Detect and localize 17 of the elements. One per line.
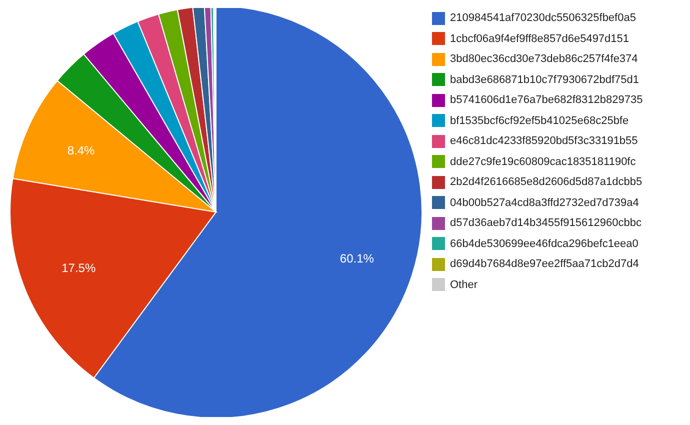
legend-label: 210984541af70230dc5506325fbef0a5 bbox=[450, 11, 636, 26]
legend-label: 1cbcf06a9f4ef9ff8e857d6e5497d151 bbox=[450, 32, 630, 46]
data-label: 60.1% bbox=[340, 251, 374, 266]
legend-label: 66b4de530699ee46fdca296befc1eea0 bbox=[450, 236, 638, 252]
legend-label: dde27c9fe19c60809cac1835181190fc bbox=[450, 154, 636, 170]
legend-label: bf1535bcf6cf92ef5b41025e68c25bfe bbox=[450, 114, 629, 128]
legend-label: d69d4b7684d8e97ee2ff5aa71cb2d7d4 bbox=[450, 257, 639, 272]
legend-label: Other bbox=[450, 278, 478, 292]
legend-label: d57d36aeb7d14b3455f915612960cbbc bbox=[450, 216, 642, 231]
legend-label: e46c81dc4233f85920bd5f3c33191b55 bbox=[450, 134, 638, 149]
data-label: 8.4% bbox=[67, 144, 96, 158]
legend-label: 04b00b527a4cd8a3ffd2732ed7d739a4 bbox=[450, 196, 639, 210]
legend-label: b5741606d1e76a7be682f8312b829735 bbox=[450, 93, 643, 108]
legend-label: babd3e686871b10c7f7930672bdf75d1 bbox=[450, 72, 640, 88]
legend-label: 3bd80ec36cd30e73deb86c257f4fe374 bbox=[450, 52, 638, 67]
legend-label: 2b2d4f2616685e8d2606d5d87a1dcbb5 bbox=[450, 175, 642, 190]
data-label: 17.5% bbox=[62, 260, 96, 275]
